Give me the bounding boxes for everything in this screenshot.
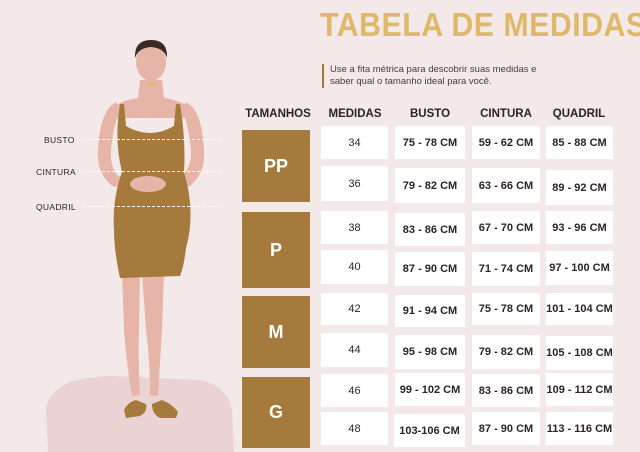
left-shoe [124, 400, 147, 418]
header-tamanhos: TAMANHOS [245, 108, 311, 120]
header-quadril: QUADRIL [552, 108, 606, 120]
size-block-pp: PP [242, 130, 310, 202]
table-cell-quadril: 101 - 104 CM [546, 293, 613, 325]
table-cell-cintura: 79 - 82 CM [472, 335, 540, 369]
table-cell-medida: 42 [321, 293, 388, 325]
body-figure-illustration [46, 40, 234, 452]
table-cell-quadril: 89 - 92 CM [546, 170, 613, 205]
table-cell-busto: 75 - 78 CM [395, 126, 465, 159]
right-leg [142, 272, 164, 396]
table-cell-busto: 99 - 102 CM [395, 373, 465, 406]
table-cell-medida: 48 [321, 412, 388, 445]
table-cell-busto: 79 - 82 CM [395, 168, 465, 203]
table-cell-medida: 44 [321, 333, 388, 367]
neck [112, 80, 190, 118]
table-cell-quadril: 93 - 96 CM [546, 211, 613, 244]
label-cintura: CINTURA [36, 167, 76, 177]
necklace [147, 82, 155, 86]
table-cell-medida: 40 [321, 250, 388, 284]
table-cell-quadril: 85 - 88 CM [546, 126, 613, 159]
table-cell-busto: 95 - 98 CM [395, 335, 465, 369]
table-cell-busto: 91 - 94 CM [395, 295, 465, 327]
left-arm [97, 102, 136, 190]
table-cell-quadril: 97 - 100 CM [546, 251, 613, 285]
table-cell-quadril: 113 - 116 CM [546, 412, 613, 445]
size-block-g: G [242, 377, 310, 448]
table-cell-cintura: 59 - 62 CM [472, 126, 540, 159]
header-busto: BUSTO [409, 108, 451, 120]
hands [130, 176, 166, 192]
size-block-p: P [242, 212, 310, 288]
page-subtitle: Use a fita métrica para descobrir suas m… [322, 64, 562, 88]
table-cell-cintura: 87 - 90 CM [472, 412, 540, 445]
table-cell-cintura: 75 - 78 CM [472, 293, 540, 325]
header-cintura: CINTURA [480, 108, 532, 120]
page-title: TABELA DE MEDIDAS [320, 6, 640, 43]
table-cell-quadril: 105 - 108 CM [546, 336, 613, 370]
table-cell-busto: 103-106 CM [394, 414, 465, 447]
table-cell-busto: 83 - 86 CM [395, 213, 465, 246]
label-quadril: QUADRIL [36, 202, 76, 212]
quadril-line [82, 206, 220, 207]
head [136, 43, 166, 81]
table-cell-medida: 36 [321, 166, 388, 201]
table-cell-quadril: 109 - 112 CM [546, 373, 613, 406]
table-cell-cintura: 63 - 66 CM [472, 168, 540, 203]
right-arm [162, 102, 205, 190]
cintura-line [82, 171, 220, 172]
hair [134, 40, 168, 58]
table-cell-cintura: 71 - 74 CM [472, 252, 540, 286]
busto-line [82, 139, 220, 140]
header-medidas: MEDIDAS [328, 108, 382, 120]
label-busto: BUSTO [44, 135, 75, 145]
right-shoe [152, 400, 178, 418]
table-cell-cintura: 67 - 70 CM [472, 211, 540, 244]
size-block-m: M [242, 296, 310, 368]
table-cell-busto: 87 - 90 CM [395, 252, 465, 286]
table-cell-medida: 38 [321, 211, 388, 244]
table-cell-medida: 34 [321, 126, 388, 159]
left-leg [122, 272, 140, 396]
table-cell-medida: 46 [321, 374, 388, 407]
table-cell-cintura: 83 - 86 CM [472, 374, 540, 407]
